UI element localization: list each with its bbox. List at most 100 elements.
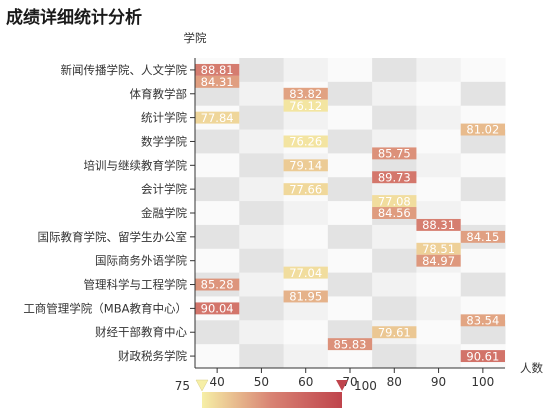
split-area-band xyxy=(460,58,506,83)
heatmap-cell[interactable] xyxy=(416,218,461,231)
heatmap-cell[interactable] xyxy=(372,207,417,219)
heatmap-cell[interactable] xyxy=(283,290,328,303)
cell-value-label: 90.04 xyxy=(201,302,234,316)
heatmap-cell[interactable] xyxy=(460,123,505,136)
visual-map-bar[interactable] xyxy=(202,392,342,408)
cell-value-label: 77.04 xyxy=(289,266,322,280)
heatmap-cell[interactable] xyxy=(327,338,373,351)
split-area-band xyxy=(239,224,285,250)
y-tick-label: 数学学院 xyxy=(141,134,187,148)
y-tick-label: 财政税务学院 xyxy=(118,349,187,363)
heatmap-cell[interactable] xyxy=(460,230,505,243)
y-tick-label: 国际教育学院、留学生办公室 xyxy=(38,230,188,244)
heatmap-cell[interactable] xyxy=(283,135,328,148)
split-area-band xyxy=(239,177,285,202)
split-area-band xyxy=(372,224,417,250)
heatmap-cell[interactable] xyxy=(416,254,461,267)
heatmap-cell[interactable] xyxy=(195,111,240,124)
cell-value-label: 81.95 xyxy=(289,290,322,304)
heatmap-cell[interactable] xyxy=(460,314,505,327)
page-title: 成绩详细统计分析 xyxy=(6,8,142,28)
split-area-band xyxy=(416,153,462,178)
heatmap-cell[interactable] xyxy=(195,302,240,315)
cell-value-label: 89.73 xyxy=(378,170,411,184)
split-area-band xyxy=(327,177,373,202)
split-area-band xyxy=(327,272,373,297)
heatmap-cell[interactable] xyxy=(283,183,328,196)
heatmap-cell[interactable] xyxy=(283,159,328,172)
heatmap-cell[interactable] xyxy=(195,75,240,88)
split-area-band xyxy=(372,344,417,369)
split-area-band xyxy=(327,248,373,274)
y-tick-label: 金融学院 xyxy=(141,206,187,220)
cell-value-label: 84.56 xyxy=(378,206,411,220)
y-tick-label: 统计学院 xyxy=(141,111,187,125)
cell-value-label: 90.61 xyxy=(466,349,499,363)
y-axis-name: 学院 xyxy=(184,31,207,45)
x-tick-label: 40 xyxy=(210,375,225,389)
split-area-band xyxy=(327,201,373,226)
split-area-band xyxy=(283,201,329,226)
cell-value-label: 84.15 xyxy=(466,230,499,244)
split-area-band xyxy=(416,296,462,321)
split-area-band xyxy=(239,296,285,321)
split-area-band xyxy=(416,129,462,154)
visual-map-max-handle[interactable] xyxy=(336,380,348,391)
heatmap-cell[interactable] xyxy=(372,147,417,160)
cell-value-label: 88.31 xyxy=(422,218,455,232)
x-axis-name: 人数 xyxy=(520,361,543,375)
split-area-band xyxy=(327,224,373,250)
heatmap-cell[interactable] xyxy=(283,99,328,112)
x-tick-label: 100 xyxy=(471,375,494,389)
heatmap-cell[interactable] xyxy=(195,63,240,76)
split-area-band xyxy=(460,81,506,107)
x-tick-label: 90 xyxy=(431,375,446,389)
cell-value-label: 88.81 xyxy=(201,63,234,77)
y-tick-label: 国际商务外语学院 xyxy=(95,254,187,268)
heatmap-cell[interactable] xyxy=(372,195,417,208)
split-area-band xyxy=(460,201,506,226)
heatmap-cell[interactable] xyxy=(372,171,417,184)
cell-value-label: 85.28 xyxy=(201,278,234,292)
heatmap-cell[interactable] xyxy=(416,242,461,255)
split-area-band xyxy=(195,129,240,154)
heatmap-cell[interactable] xyxy=(283,266,328,279)
split-area-band xyxy=(416,344,462,369)
cell-value-label: 84.31 xyxy=(201,75,234,89)
split-area-band xyxy=(372,272,417,297)
cell-value-label: 79.14 xyxy=(289,159,322,173)
cell-value-label: 77.84 xyxy=(201,111,234,125)
heatmap-cell[interactable] xyxy=(460,350,505,363)
split-area-band xyxy=(327,153,373,178)
split-area-band xyxy=(195,201,240,226)
visual-map-min-handle[interactable] xyxy=(195,379,209,392)
split-area-band xyxy=(195,344,240,369)
heatmap-cell[interactable] xyxy=(372,326,417,339)
y-tick-label: 会计学院 xyxy=(141,182,187,196)
split-area-band xyxy=(195,177,240,202)
split-area-band xyxy=(195,224,240,250)
split-area-band xyxy=(372,105,417,131)
split-area-band xyxy=(239,81,285,107)
split-area-band xyxy=(372,248,417,274)
cell-value-label: 79.61 xyxy=(378,325,411,339)
split-area-band xyxy=(195,153,240,178)
split-area-band xyxy=(239,105,285,131)
split-area-band xyxy=(239,153,285,178)
x-tick-label: 70 xyxy=(342,375,357,389)
x-tick-label: 50 xyxy=(254,375,269,389)
cell-value-label: 77.08 xyxy=(378,194,411,208)
cell-value-label: 85.75 xyxy=(378,147,411,161)
visual-map-max-label: 100 xyxy=(354,379,377,393)
split-area-band xyxy=(416,272,462,297)
split-area-band xyxy=(416,105,462,131)
y-tick-label: 工商管理学院（MBA教育中心） xyxy=(23,301,187,315)
heatmap-cell[interactable] xyxy=(283,87,328,100)
cell-value-label: 77.66 xyxy=(289,182,322,196)
split-area-band xyxy=(327,105,373,131)
cell-value-label: 84.97 xyxy=(422,254,455,268)
heatmap-cell[interactable] xyxy=(195,278,240,291)
split-area-band xyxy=(239,129,285,154)
split-area-band xyxy=(327,296,373,321)
